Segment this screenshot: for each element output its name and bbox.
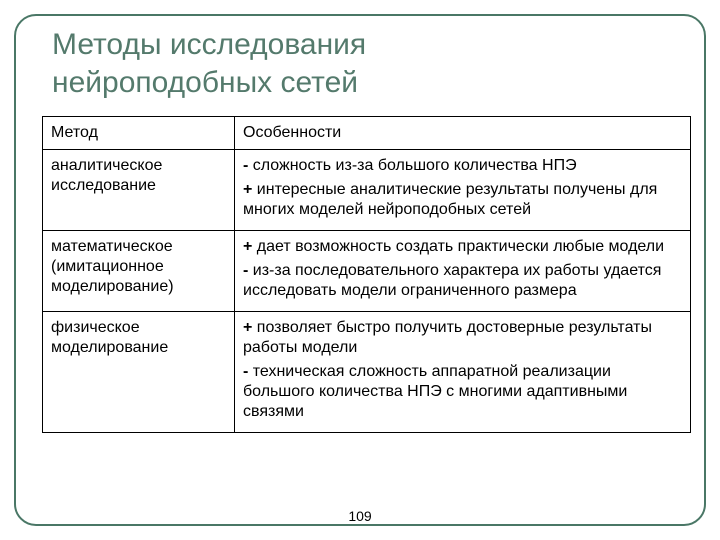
table-row: математическое (имитационное моделирован… xyxy=(43,231,691,312)
sign-plus: + xyxy=(243,238,252,255)
title-line-2: нейроподобных сетей xyxy=(52,66,358,99)
feature-text: техническая сложность аппаратной реализа… xyxy=(243,363,627,420)
slide: Методы исследования нейроподобных сетей … xyxy=(0,0,720,540)
methods-table: Метод Особенности аналитическое исследов… xyxy=(42,116,691,433)
title-line-1: Методы исследования xyxy=(52,28,366,61)
feature-text: интересные аналитические результаты полу… xyxy=(243,181,657,218)
method-cell: аналитическое исследование xyxy=(43,150,235,231)
features-cell: + дает возможность создать практически л… xyxy=(235,231,691,312)
header-method: Метод xyxy=(43,117,235,150)
features-cell: + позволяет быстро получить достоверные … xyxy=(235,312,691,433)
feature-text: сложность из-за большого количества НПЭ xyxy=(248,157,576,174)
header-features: Особенности xyxy=(235,117,691,150)
sign-plus: + xyxy=(243,181,252,198)
table-row: аналитическое исследование - сложность и… xyxy=(43,150,691,231)
features-cell: - сложность из-за большого количества НП… xyxy=(235,150,691,231)
sign-plus: + xyxy=(243,319,252,336)
feature-text: дает возможность создать практически люб… xyxy=(252,238,664,255)
feature-text: позволяет быстро получить достоверные ре… xyxy=(243,319,652,356)
page-number: 109 xyxy=(0,508,720,524)
slide-title: Методы исследования нейроподобных сетей xyxy=(52,26,366,101)
table-header-row: Метод Особенности xyxy=(43,117,691,150)
feature-text: из-за последовательного характера их раб… xyxy=(243,262,661,299)
method-cell: физическое моделирование xyxy=(43,312,235,433)
table-row: физическое моделирование + позволяет быс… xyxy=(43,312,691,433)
method-cell: математическое (имитационное моделирован… xyxy=(43,231,235,312)
